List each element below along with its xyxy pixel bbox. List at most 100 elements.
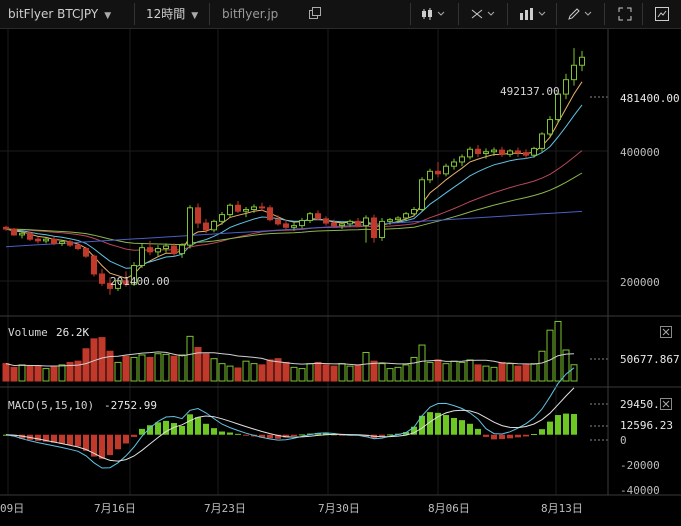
macd-histogram-bar [115, 434, 121, 450]
high-price-marker: 492137.00 [500, 85, 560, 98]
volume-bar [570, 364, 578, 382]
volume-bar [314, 361, 322, 382]
candle-body [131, 264, 137, 285]
candle-body [243, 208, 249, 212]
volume-bar [226, 365, 234, 382]
compare-icon[interactable] [518, 6, 548, 22]
volume-value: 26.2K [56, 326, 89, 339]
volume-average-line [5, 351, 575, 367]
volume-bar [426, 361, 434, 382]
volume-bar [298, 368, 306, 382]
site-link[interactable]: bitflyer.jp [222, 0, 278, 28]
candle-body [291, 225, 297, 228]
volume-bar [322, 364, 330, 382]
candle-body [91, 255, 97, 275]
macd-histogram-bar [507, 434, 513, 439]
volume-bar [122, 355, 130, 382]
close-macd-panel-button[interactable] [660, 398, 672, 410]
candle-body [267, 207, 273, 221]
candle-body [443, 165, 449, 175]
candle-body [459, 156, 465, 163]
candle-body [155, 248, 161, 253]
macd-histogram [3, 412, 577, 459]
volume-bars [2, 320, 578, 382]
volume-bar [34, 365, 42, 382]
macd-histogram-bar [267, 434, 273, 439]
volume-bar [394, 366, 402, 382]
volume-bar [530, 363, 538, 382]
volume-bar [186, 335, 194, 382]
external-link-icon[interactable] [308, 6, 322, 22]
indicators-icon[interactable] [470, 6, 496, 22]
volume-bar [162, 353, 170, 382]
volume-bar [418, 344, 426, 382]
pencil-icon[interactable] [566, 6, 594, 22]
toolbar-divider [458, 3, 459, 25]
close-volume-panel-button[interactable] [660, 326, 672, 338]
volume-bar [562, 349, 570, 382]
macd-histogram-bar [339, 434, 345, 436]
time-axis-label: 8月06日 [428, 502, 470, 515]
screenshot-icon[interactable] [654, 6, 670, 22]
macd-histogram-bar [83, 434, 89, 451]
macd-histogram-bar [91, 434, 97, 457]
candle-body [187, 207, 193, 246]
candle-body [475, 148, 481, 154]
candle-body [115, 280, 121, 289]
candle-body [331, 222, 337, 227]
volume-bar [386, 368, 394, 382]
macd-histogram-bar [291, 434, 297, 437]
volume-bar [546, 329, 554, 382]
macd-histogram-bar [539, 429, 545, 435]
candlestick-style-icon[interactable] [420, 6, 446, 22]
signal-line [5, 387, 575, 462]
volume-bar [442, 363, 450, 382]
volume-bar [250, 363, 258, 382]
macd-histogram-bar [563, 413, 569, 435]
toolbar-divider [134, 3, 135, 25]
macd-histogram-bar [467, 423, 473, 435]
candle-body [571, 64, 577, 81]
ma-mid-line [5, 104, 583, 269]
volume-bar [490, 366, 498, 382]
candle-body [211, 220, 217, 231]
macd-histogram-bar [19, 434, 25, 439]
volume-bar [274, 358, 282, 382]
time-axis: 09日 7月16日 7月23日 7月30日 8月06日 8月13日 [0, 502, 583, 515]
volume-bar [2, 363, 10, 382]
time-axis-label: 7月16日 [94, 502, 136, 515]
candle-body [235, 204, 241, 212]
macd-histogram-bar [443, 415, 449, 435]
macd-lines [5, 367, 575, 469]
macd-histogram-bar [435, 412, 441, 435]
macd-histogram-bar [203, 423, 209, 435]
symbol-selector[interactable]: bitFlyer BTCJPY ▼ [8, 0, 111, 28]
volume-bar [290, 366, 298, 382]
ma-long-line [5, 172, 583, 245]
volume-bar [10, 366, 18, 382]
macd-value: -2752.99 [104, 399, 157, 412]
macd-histogram-bar [123, 434, 129, 444]
fullscreen-icon[interactable] [617, 6, 633, 22]
volume-bar [58, 364, 66, 382]
macd-histogram-bar [451, 417, 457, 435]
volume-bar [346, 365, 354, 382]
macd-histogram-bar [491, 434, 497, 440]
chart-canvas[interactable]: 492137.00 201400.00 481400.00 400000 200… [0, 29, 681, 526]
volume-bar [18, 364, 26, 382]
volume-bar [378, 363, 386, 382]
interval-selector[interactable]: 12時間 ▼ [146, 0, 198, 28]
panel-dividers [0, 29, 681, 496]
macd-histogram-bar [259, 434, 265, 438]
volume-average-line [5, 351, 575, 367]
volume-bar [138, 354, 146, 382]
macd-histogram-bar [515, 434, 521, 438]
macd-histogram-bar [99, 434, 105, 459]
macd-histogram-bar [3, 434, 9, 436]
macd-histogram-bar [283, 434, 289, 438]
macd-histogram-bar [163, 420, 169, 435]
volume-label: Volume [8, 326, 48, 339]
volume-bar [74, 360, 82, 382]
volume-bar [482, 365, 490, 382]
macd-histogram-bar [147, 425, 153, 435]
